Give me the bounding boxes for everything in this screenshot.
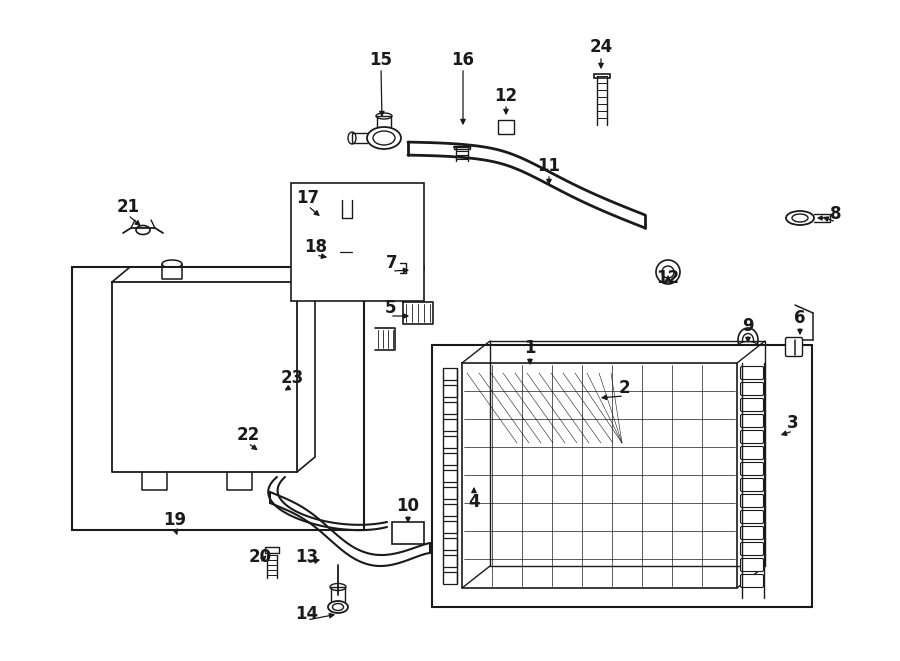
FancyBboxPatch shape xyxy=(741,510,763,524)
FancyBboxPatch shape xyxy=(741,479,763,492)
Ellipse shape xyxy=(742,334,753,346)
Ellipse shape xyxy=(348,132,356,144)
Ellipse shape xyxy=(342,217,352,223)
Bar xyxy=(454,146,470,149)
Ellipse shape xyxy=(792,214,808,222)
FancyBboxPatch shape xyxy=(786,338,803,356)
Ellipse shape xyxy=(340,225,354,231)
Text: 3: 3 xyxy=(788,414,799,432)
Text: 19: 19 xyxy=(164,511,186,529)
FancyBboxPatch shape xyxy=(741,399,763,412)
Text: 12: 12 xyxy=(656,269,680,287)
Text: 22: 22 xyxy=(237,426,259,444)
Text: 23: 23 xyxy=(281,369,303,387)
Ellipse shape xyxy=(738,328,758,352)
Ellipse shape xyxy=(376,113,392,119)
Ellipse shape xyxy=(330,584,346,590)
Text: 10: 10 xyxy=(397,497,419,515)
FancyBboxPatch shape xyxy=(741,543,763,555)
FancyBboxPatch shape xyxy=(741,559,763,572)
Circle shape xyxy=(443,411,457,425)
Circle shape xyxy=(289,484,295,490)
Text: 8: 8 xyxy=(830,205,842,223)
FancyBboxPatch shape xyxy=(741,463,763,475)
Circle shape xyxy=(447,415,453,421)
Text: 16: 16 xyxy=(452,51,474,69)
Text: 20: 20 xyxy=(248,548,272,566)
Text: 5: 5 xyxy=(384,299,396,317)
FancyBboxPatch shape xyxy=(741,414,763,428)
FancyBboxPatch shape xyxy=(741,366,763,379)
Ellipse shape xyxy=(738,342,758,350)
Text: 1: 1 xyxy=(524,339,536,357)
Ellipse shape xyxy=(164,284,180,292)
Bar xyxy=(498,120,514,134)
FancyBboxPatch shape xyxy=(741,446,763,459)
FancyBboxPatch shape xyxy=(741,527,763,539)
Ellipse shape xyxy=(373,131,395,145)
FancyBboxPatch shape xyxy=(741,494,763,508)
Text: 11: 11 xyxy=(537,157,561,175)
Bar xyxy=(291,183,424,301)
Ellipse shape xyxy=(367,127,401,149)
Text: 18: 18 xyxy=(304,238,328,256)
Ellipse shape xyxy=(314,246,340,258)
Bar xyxy=(392,522,424,544)
Circle shape xyxy=(406,259,424,277)
Text: 14: 14 xyxy=(295,605,319,623)
Text: 12: 12 xyxy=(494,87,518,105)
Text: 9: 9 xyxy=(742,317,754,335)
Ellipse shape xyxy=(332,603,344,611)
Text: 21: 21 xyxy=(116,198,140,216)
Bar xyxy=(265,547,279,553)
Ellipse shape xyxy=(328,601,348,613)
Ellipse shape xyxy=(136,225,150,235)
FancyBboxPatch shape xyxy=(741,574,763,588)
Bar xyxy=(594,74,610,78)
Ellipse shape xyxy=(162,260,182,268)
Text: 7: 7 xyxy=(386,254,398,272)
Text: 2: 2 xyxy=(618,379,630,397)
Circle shape xyxy=(286,481,298,493)
Ellipse shape xyxy=(320,249,334,255)
Ellipse shape xyxy=(314,254,340,262)
Text: 13: 13 xyxy=(295,548,319,566)
Text: 4: 4 xyxy=(468,493,480,511)
Ellipse shape xyxy=(786,211,814,225)
FancyBboxPatch shape xyxy=(741,383,763,395)
FancyBboxPatch shape xyxy=(741,430,763,444)
Text: 15: 15 xyxy=(370,51,392,69)
Bar xyxy=(72,267,364,530)
Circle shape xyxy=(411,264,419,272)
Ellipse shape xyxy=(339,196,355,204)
Circle shape xyxy=(662,266,674,278)
Text: 24: 24 xyxy=(590,38,613,56)
Bar xyxy=(432,345,812,607)
Text: 6: 6 xyxy=(794,309,806,327)
Text: 17: 17 xyxy=(296,189,320,207)
Ellipse shape xyxy=(161,280,183,288)
Circle shape xyxy=(656,260,680,284)
